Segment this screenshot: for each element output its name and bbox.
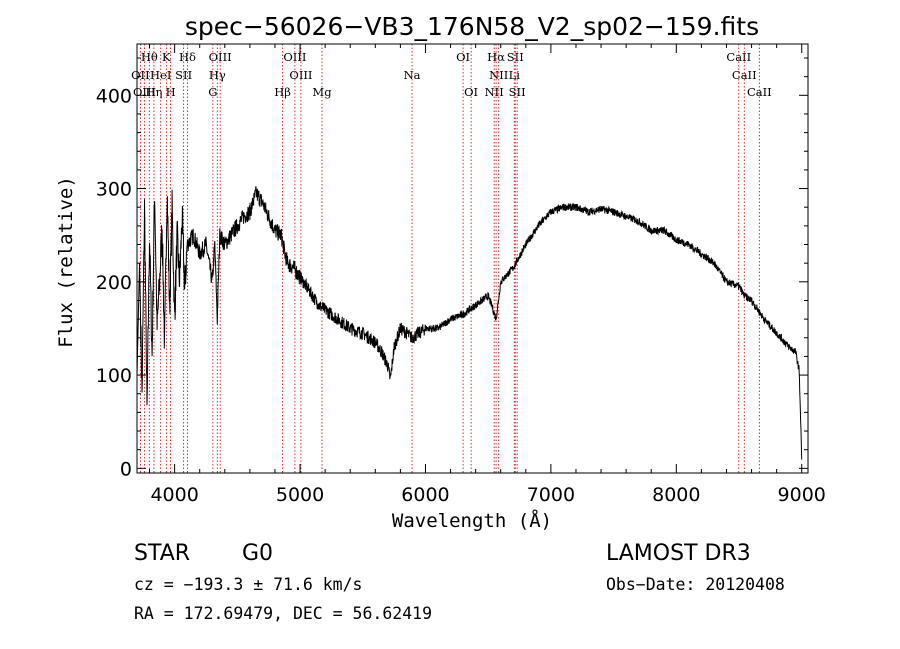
line-id-label: OII [131,68,150,82]
y-tick-label: 0 [120,458,132,480]
y-tick-label: 100 [96,365,132,387]
line-id-label: OIII [209,50,232,64]
y-axis-label: Flux (relative) [55,176,77,348]
line-id-label: Hα [487,50,505,64]
line-id-label: G [208,85,217,99]
line-id-label: K [162,50,171,64]
line-id-label: SII [175,68,192,82]
chart-title: spec−56026−VB3_176N58_V2_sp02−159.fits [185,12,759,41]
plot-frame [136,43,809,474]
x-tick-label: 6000 [401,484,449,506]
line-id-label: Na [404,68,421,82]
line-id-label: CaII [732,68,757,82]
line-id-label: NII [489,68,508,82]
x-tick-label: 7000 [527,484,575,506]
y-tick-label: 200 [96,272,132,294]
line-id-label: Hη [145,85,162,99]
line-id-label: H [166,85,176,99]
x-tick-label: 8000 [652,484,700,506]
line-id-label: OI [464,85,478,99]
spectrum-series-line [136,186,803,460]
line-id-label: Hβ [274,85,291,99]
y-tick-label: 300 [96,179,132,201]
object-subclass: G0 [242,541,274,566]
x-tick-label: 4000 [150,484,198,506]
redshift-velocity: cz = −193.3 ± 71.6 km/s [134,575,363,594]
survey-name: LAMOST DR3 [606,541,751,566]
line-id-label: CaII [726,50,751,64]
line-id-label: Hδ [179,50,196,64]
line-id-label: Hθ [141,50,158,64]
line-id-label: Mg [312,85,332,99]
line-id-label: SII [507,50,524,64]
line-id-label: OIII [283,50,306,64]
observation-date: Obs−Date: 20120408 [606,575,785,594]
line-id-label: Hγ [209,68,226,82]
x-tick-label: 9000 [778,484,826,506]
y-tick-label: 400 [96,85,132,107]
line-id-label: HeI [150,68,171,82]
ra-dec-coordinates: RA = 172.69479, DEC = 56.62419 [134,604,433,623]
tick-layer: 4000 5000 6000 7000 8000 9000 0 100 200 300 400 [96,44,826,506]
x-axis-label: Wavelength (Å) [392,509,552,532]
line-id-label: SII [509,85,526,99]
line-id-label: NII [485,85,504,99]
line-id-label: CaII [747,85,772,99]
x-tick-label: 5000 [276,484,324,506]
line-id-label: Li [509,68,521,82]
line-id-label: OI [456,50,470,64]
line-id-label: OIII [289,68,312,82]
object-class: STAR [134,541,191,566]
